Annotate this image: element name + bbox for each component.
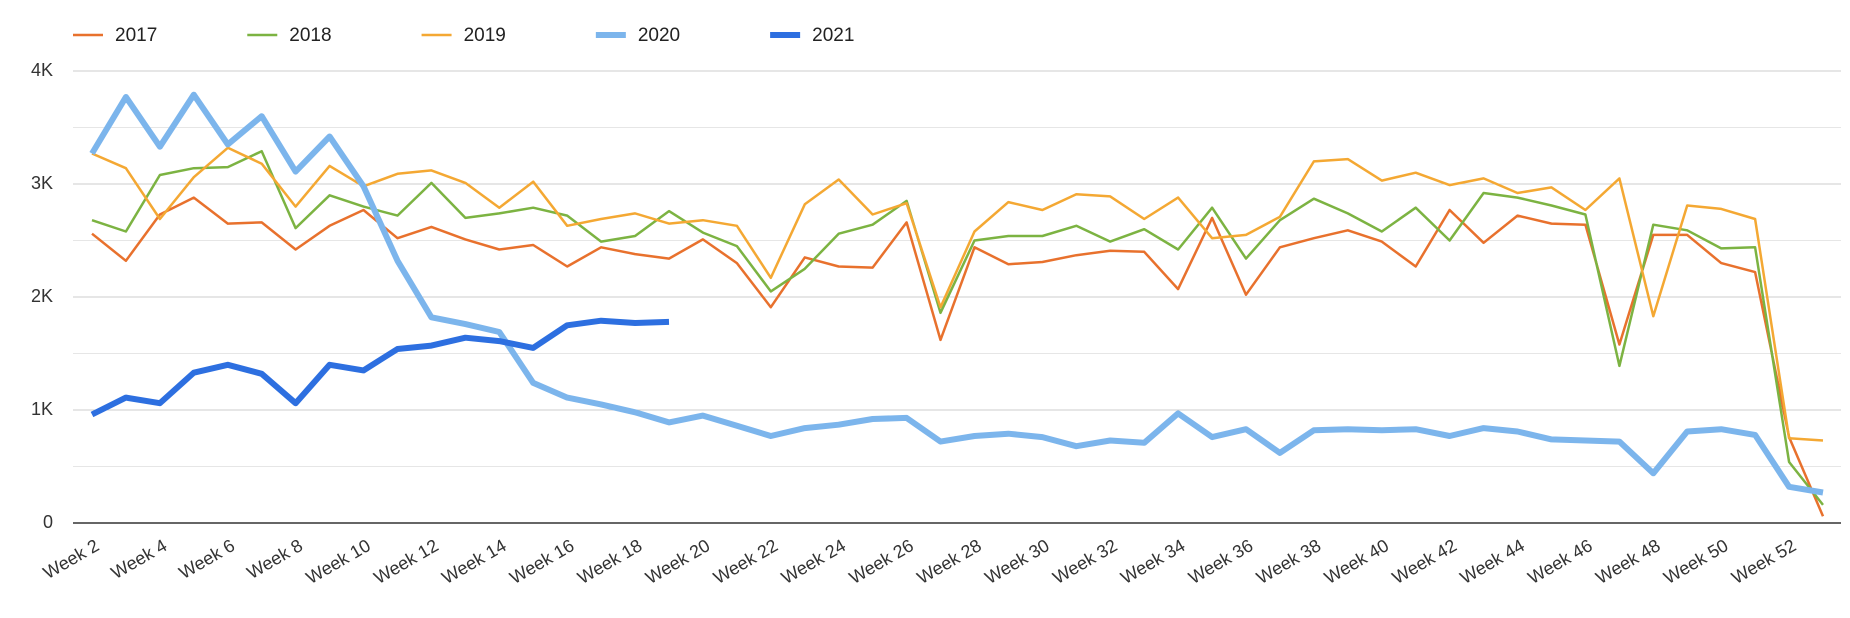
y-tick-label: 4K	[31, 60, 53, 80]
x-tick-label: Week 46	[1525, 535, 1596, 588]
x-tick-label: Week 8	[243, 535, 306, 583]
y-tick-label: 3K	[31, 173, 53, 193]
x-tick-label: Week 2	[40, 535, 103, 583]
x-tick-label: Week 32	[1049, 535, 1120, 588]
series-line	[89, 91, 1824, 496]
legend-label: 2019	[464, 25, 506, 46]
x-tick-label: Week 40	[1321, 535, 1392, 588]
x-tick-label: Week 48	[1592, 535, 1663, 588]
series-line	[91, 196, 1825, 517]
x-tick-label: Week 22	[710, 535, 781, 588]
x-tick-label: Week 26	[846, 535, 917, 588]
x-tick-label: Week 24	[778, 535, 849, 588]
x-tick-label: Week 20	[642, 535, 713, 588]
x-tick-label: Week 4	[108, 535, 171, 583]
legend-label: 2021	[812, 25, 854, 46]
series-line	[91, 146, 1824, 442]
x-tick-label: Week 50	[1660, 535, 1731, 588]
x-tick-label: Week 38	[1253, 535, 1324, 588]
legend-label: 2017	[115, 25, 157, 46]
legend-label: 2018	[289, 25, 331, 46]
x-tick-label: Week 30	[981, 535, 1052, 588]
x-tick-label: Week 28	[914, 535, 985, 588]
x-tick-label: Week 10	[303, 535, 374, 588]
series-line	[91, 149, 1824, 506]
x-tick-label: Week 34	[1117, 535, 1188, 588]
series-line	[90, 317, 670, 418]
x-tick-label: Week 44	[1457, 535, 1528, 588]
y-tick-label: 2K	[31, 286, 53, 306]
x-tick-label: Week 36	[1185, 535, 1256, 588]
x-tick-label: Week 16	[506, 535, 577, 588]
x-tick-label: Week 6	[176, 535, 239, 583]
legend-label: 2020	[638, 25, 680, 46]
y-tick-label: 1K	[31, 399, 53, 419]
y-tick-label: 0	[43, 512, 53, 532]
x-tick-label: Week 14	[438, 535, 509, 588]
x-tick-label: Week 42	[1389, 535, 1460, 588]
x-tick-label: Week 12	[371, 535, 442, 588]
x-tick-label: Week 52	[1728, 535, 1799, 588]
x-tick-label: Week 18	[574, 535, 645, 588]
